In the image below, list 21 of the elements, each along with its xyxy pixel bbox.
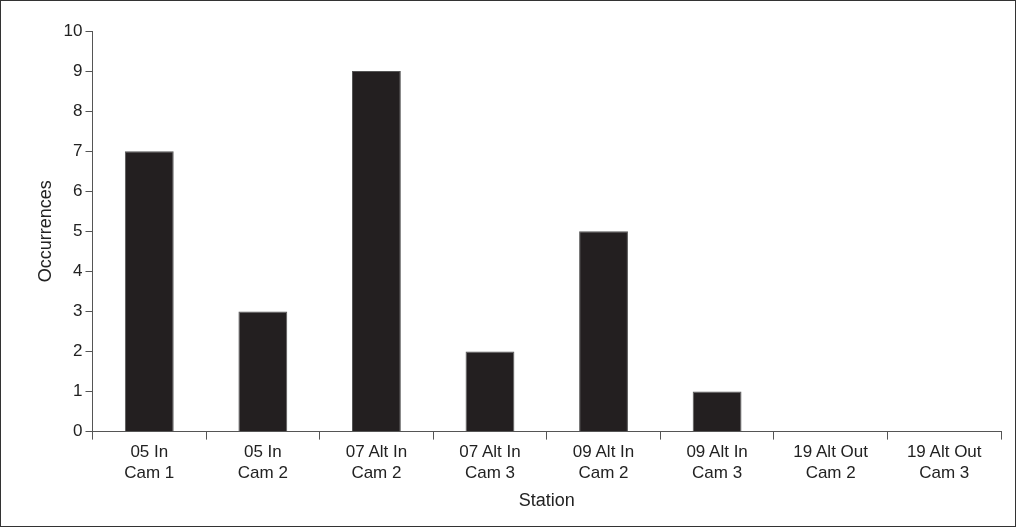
- x-tick-label: 07 Alt In Cam 2: [345, 442, 408, 482]
- y-tick-label: 1: [73, 381, 83, 401]
- y-tick-label: 6: [73, 180, 83, 200]
- y-tick-label: 0: [73, 421, 83, 441]
- y-axis-title: Occurrences: [34, 180, 55, 283]
- x-tick-label: 19 Alt Out Cam 3: [906, 442, 982, 482]
- x-tick-label: 19 Alt Out Cam 2: [793, 442, 869, 482]
- y-tick-label: 3: [73, 301, 83, 321]
- y-tick-label: 5: [73, 220, 83, 240]
- y-tick-label: 8: [73, 100, 83, 120]
- x-tick-label: 05 In Cam 1: [124, 442, 175, 482]
- x-tick-label: 05 In Cam 2: [237, 442, 288, 482]
- y-tick-label: 2: [73, 341, 83, 361]
- x-tick-label: 07 Alt In Cam 3: [459, 442, 521, 482]
- y-tick-label: 10: [63, 20, 83, 40]
- x-tick-label: 09 Alt In Cam 3: [686, 442, 748, 482]
- x-tick-label: 09 Alt In Cam 2: [572, 442, 635, 482]
- y-tick-label: 4: [73, 261, 83, 281]
- y-tick-label: 9: [73, 60, 83, 80]
- x-axis-title: Station: [518, 490, 575, 511]
- y-tick-label: 7: [73, 140, 83, 160]
